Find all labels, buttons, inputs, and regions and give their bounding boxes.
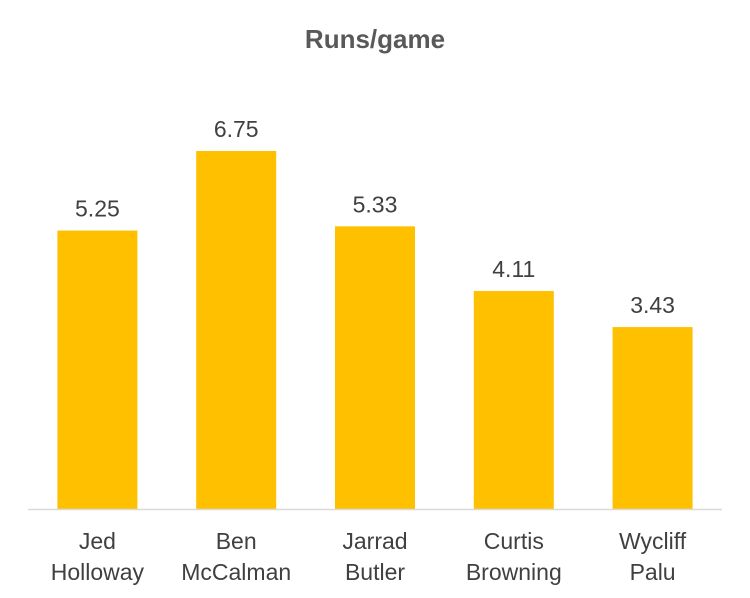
category-label-line: Jed: [79, 528, 116, 554]
category-label-group: Jed Holloway Ben McCalman Jarrad Butler Curtis…: [51, 528, 687, 585]
category-label-line: Holloway: [51, 559, 145, 585]
category-label-0: Jed Holloway: [51, 528, 145, 585]
data-label-1: 6.75: [214, 116, 259, 142]
data-label-group: 5.25 6.75 5.33 4.11 3.43: [75, 116, 675, 318]
category-label-4: Wycliff Palu: [619, 528, 687, 585]
category-label-line: McCalman: [181, 559, 291, 585]
bar-3: [473, 291, 554, 509]
chart-title: Runs/game: [305, 24, 445, 54]
category-label-3: Curtis Browning: [466, 528, 562, 585]
bar-4: [612, 327, 693, 509]
bar-1: [196, 151, 277, 509]
bar-0: [57, 230, 138, 510]
bar-group: [57, 151, 693, 510]
category-label-line: Curtis: [484, 528, 544, 554]
category-label-line: Jarrad: [342, 528, 407, 554]
category-label-line: Browning: [466, 559, 562, 585]
data-label-3: 4.11: [492, 256, 535, 282]
data-label-2: 5.33: [353, 191, 398, 217]
category-label-line: Ben: [216, 528, 257, 554]
data-label-0: 5.25: [75, 196, 120, 222]
category-label-line: Palu: [630, 559, 676, 585]
category-label-1: Ben McCalman: [181, 528, 291, 585]
category-label-line: Wycliff: [619, 528, 687, 554]
data-label-4: 3.43: [630, 292, 675, 318]
category-label-2: Jarrad Butler: [342, 528, 407, 585]
category-label-line: Butler: [345, 559, 405, 585]
bar-2: [335, 226, 415, 509]
